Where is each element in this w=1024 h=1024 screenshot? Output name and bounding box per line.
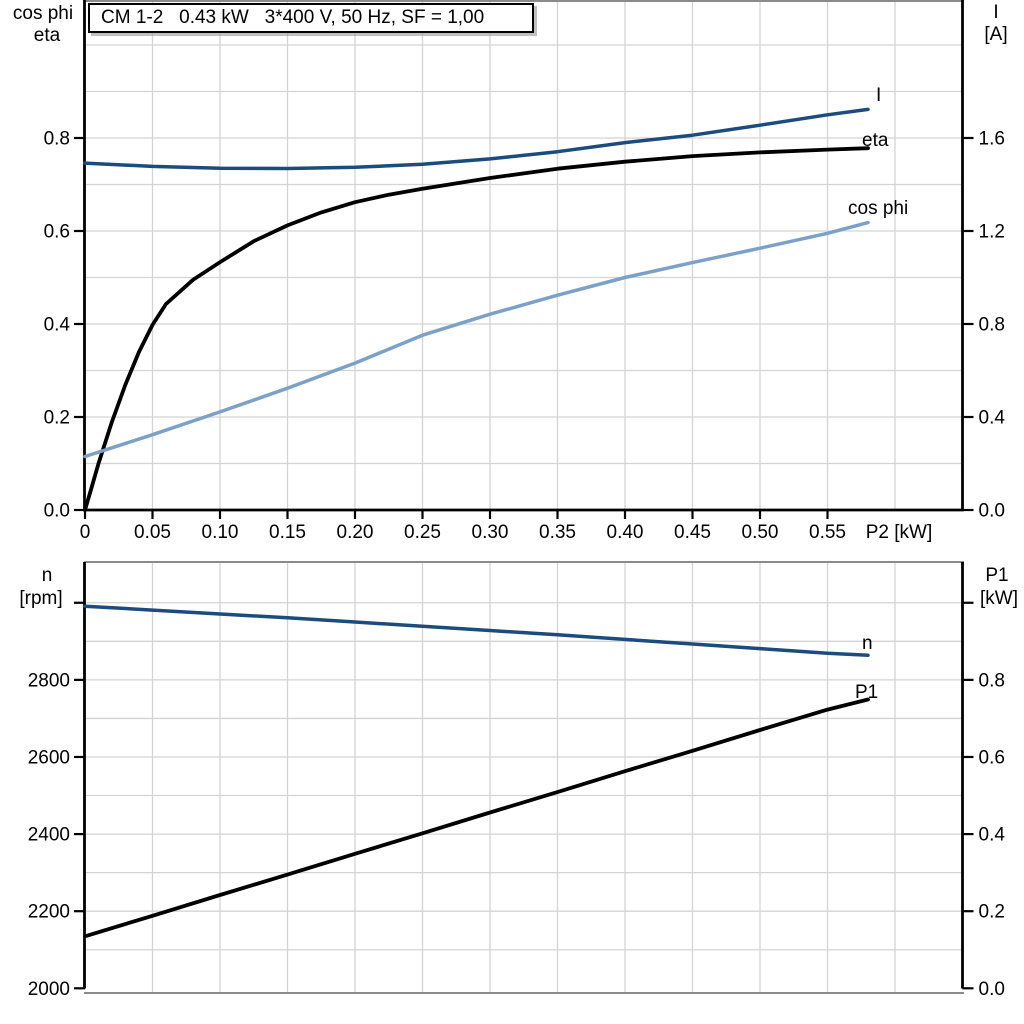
- right-tick-label: 1.6: [979, 129, 1005, 150]
- right-tick-label: 1.2: [979, 222, 1005, 243]
- left-tick-label: 2800: [28, 670, 70, 691]
- left-tick-label: 0.6: [44, 222, 70, 243]
- series-label-P1: P1: [855, 682, 878, 703]
- series-label-I: I: [876, 85, 881, 106]
- series-curve-cos-phi: [83, 220, 870, 459]
- right-tick-label: 0.4: [979, 408, 1006, 429]
- right-axis-title: I: [993, 2, 998, 23]
- left-tick-label: 0.0: [44, 501, 70, 522]
- right-tick-label: 0.8: [979, 670, 1005, 691]
- series-curve-n: [83, 604, 870, 657]
- x-tick-label: 0.30: [472, 522, 509, 543]
- x-tick-label: 0.05: [134, 522, 171, 543]
- left-tick-label: 0.4: [44, 315, 71, 336]
- x-tick-label: 0.45: [674, 522, 711, 543]
- x-tick-label: 0.35: [539, 522, 576, 543]
- left-axis-title: cos phi: [13, 3, 73, 24]
- left-axis-title: eta: [34, 25, 61, 46]
- series-label-n: n: [862, 633, 873, 654]
- x-tick-label: 0.25: [404, 522, 441, 543]
- left-axis-title: [rpm]: [19, 588, 62, 609]
- series-curve-I: [83, 107, 870, 171]
- right-tick-label: 0.6: [979, 747, 1005, 768]
- left-tick-label: 0.2: [44, 408, 70, 429]
- right-tick-label: 0.4: [979, 825, 1006, 846]
- x-tick-label: 0.15: [269, 522, 306, 543]
- series-curve-eta: [83, 146, 870, 512]
- series-label-eta: eta: [862, 130, 889, 151]
- right-tick-label: 0.8: [979, 315, 1005, 336]
- right-tick-label: 0.0: [979, 501, 1005, 522]
- left-tick-label: 2200: [28, 902, 70, 923]
- left-tick-label: 0.8: [44, 129, 70, 150]
- right-axis-title: P1: [985, 565, 1008, 586]
- x-tick-label: 0.50: [742, 522, 779, 543]
- x-tick-label: 0.55: [809, 522, 846, 543]
- x-tick-label: 0.40: [607, 522, 644, 543]
- right-tick-label: 0.2: [979, 902, 1005, 923]
- x-tick-label: 0.20: [337, 522, 374, 543]
- x-tick-label: 0: [80, 522, 91, 543]
- left-tick-label: 2400: [28, 825, 70, 846]
- x-axis-title: P2 [kW]: [866, 522, 933, 543]
- chart-title-box: CM 1-2 0.43 kW 3*400 V, 50 Hz, SF = 1,00: [88, 3, 534, 33]
- right-axis-title: [A]: [984, 24, 1007, 45]
- series-label-cos-phi: cos phi: [848, 198, 908, 219]
- left-axis-title: n: [42, 565, 53, 586]
- x-tick-label: 0.10: [202, 522, 239, 543]
- right-tick-label: 0.0: [979, 979, 1005, 1000]
- left-tick-label: 2600: [28, 747, 70, 768]
- right-axis-title: [kW]: [980, 588, 1018, 609]
- left-tick-label: 2000: [28, 979, 70, 1000]
- series-curve-P1: [83, 697, 870, 939]
